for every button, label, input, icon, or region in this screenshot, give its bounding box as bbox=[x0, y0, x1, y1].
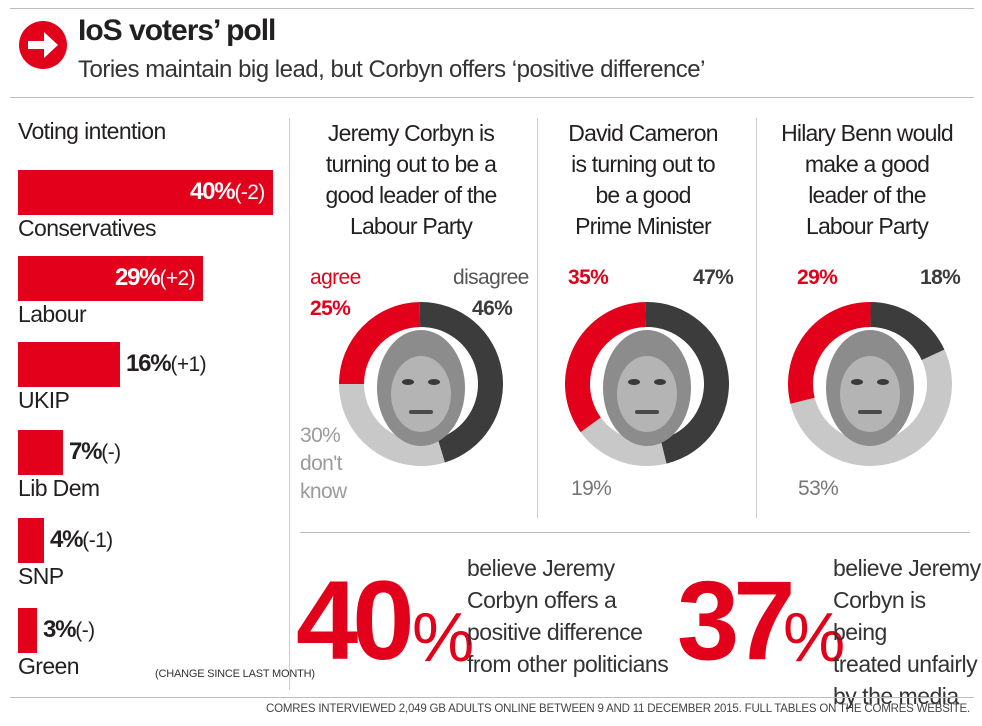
donut-segment-agree bbox=[339, 302, 421, 384]
bar-change: (-1) bbox=[82, 529, 113, 552]
donut-segment-disagree bbox=[645, 302, 729, 464]
bar-change: (-) bbox=[75, 619, 95, 642]
corbyn-disagree-value: 46% bbox=[472, 297, 513, 320]
header-rule bbox=[10, 97, 974, 98]
bar-value-label: 16%(+1) bbox=[126, 350, 207, 378]
bar-change: (+1) bbox=[170, 353, 206, 376]
party-label: Conservatives bbox=[18, 215, 157, 241]
column-divider-2 bbox=[537, 118, 538, 518]
bar-value-label: 7%(-) bbox=[69, 438, 121, 466]
donut-segment-agree bbox=[565, 302, 646, 433]
corbyn-agree-label: agree bbox=[310, 266, 361, 289]
bar-value: 3% bbox=[43, 616, 77, 643]
stat-2-text: believe Jeremy Corbyn is being treated unf… bbox=[833, 555, 981, 709]
footer-source: COMRES INTERVIEWED 2,049 GB ADULTS ONLIN… bbox=[266, 703, 970, 715]
page-subtitle: Tories maintain big lead, but Corbyn off… bbox=[78, 56, 705, 83]
bar-value: 29% bbox=[115, 264, 161, 291]
donut-segment-dont-know bbox=[790, 349, 952, 466]
bar-value-label: 4%(-1) bbox=[50, 526, 113, 554]
corbyn-dontknow-label-2: know bbox=[300, 480, 347, 503]
benn-dontknow-value: 53% bbox=[798, 477, 839, 500]
bar-change: (-2) bbox=[234, 181, 265, 204]
question-benn: Hilary Benn would make a good leader of th… bbox=[781, 120, 954, 239]
cameron-dontknow-value: 19% bbox=[571, 477, 612, 500]
party-label: Green bbox=[18, 653, 80, 679]
voting-intention-heading: Voting intention bbox=[18, 118, 166, 144]
donut-segment-disagree bbox=[419, 302, 503, 463]
portrait-photo bbox=[826, 330, 914, 446]
bar-value: 16% bbox=[126, 350, 172, 377]
corbyn-dontknow-value: 30% bbox=[300, 424, 341, 447]
page-title: IoS voters’ poll bbox=[78, 14, 276, 47]
stat-1-number: 40 bbox=[296, 558, 415, 683]
stat-1-percent: % bbox=[412, 598, 475, 676]
top-rule bbox=[10, 8, 974, 9]
bar-value-label: 3%(-) bbox=[43, 616, 95, 644]
benn-agree-value: 29% bbox=[797, 266, 838, 289]
bar-value: 40% bbox=[190, 178, 236, 205]
donut-segment-disagree bbox=[870, 302, 945, 361]
cameron-agree-value: 35% bbox=[568, 266, 609, 289]
bar-ukip bbox=[18, 342, 120, 387]
donut-segment-agree bbox=[788, 302, 871, 404]
corbyn-agree-value: 25% bbox=[310, 297, 351, 320]
bar-snp bbox=[18, 518, 44, 563]
party-label: UKIP bbox=[18, 387, 70, 413]
benn-disagree-value: 18% bbox=[920, 266, 961, 289]
party-label: SNP bbox=[18, 563, 64, 589]
change-note: (CHANGE SINCE LAST MONTH) bbox=[155, 668, 315, 680]
party-label: Lib Dem bbox=[18, 475, 100, 501]
column-divider-1 bbox=[289, 118, 290, 690]
bar-lib-dem bbox=[18, 430, 63, 475]
benn-donut bbox=[788, 302, 952, 466]
column-divider-3 bbox=[756, 118, 757, 518]
stat-1-text: believe Jeremy Corbyn offers a positive di… bbox=[467, 555, 669, 677]
stat-2-number: 37 bbox=[677, 558, 796, 683]
question-corbyn: Jeremy Corbyn is turning out to be a good … bbox=[325, 120, 497, 239]
bar-change: (+2) bbox=[159, 267, 195, 290]
bar-value: 4% bbox=[50, 526, 84, 553]
corbyn-donut bbox=[339, 302, 503, 466]
corbyn-dontknow-label-1: don't bbox=[300, 452, 342, 475]
bar-green bbox=[18, 608, 37, 653]
bar-change: (-) bbox=[101, 441, 121, 464]
cameron-disagree-value: 47% bbox=[693, 266, 734, 289]
stat-2-percent: % bbox=[783, 598, 846, 676]
stats-rule bbox=[300, 532, 970, 533]
corbyn-disagree-label: disagree bbox=[453, 266, 529, 289]
bar-labour bbox=[18, 256, 203, 301]
question-cameron: David Cameron is turning out to be a good P… bbox=[568, 120, 718, 239]
portrait-photo bbox=[377, 330, 465, 446]
bar-value-label: 40%(-2) bbox=[190, 178, 265, 206]
party-label: Labour bbox=[18, 301, 87, 327]
footer-rule bbox=[10, 697, 974, 698]
portrait-photo bbox=[603, 330, 691, 446]
cameron-donut bbox=[565, 302, 729, 466]
donut-segment-dont-know bbox=[580, 417, 667, 466]
bar-value-label: 29%(+2) bbox=[115, 264, 196, 292]
bar-conservatives bbox=[18, 170, 273, 215]
arrow-icon bbox=[19, 21, 67, 69]
bar-value: 7% bbox=[69, 438, 103, 465]
